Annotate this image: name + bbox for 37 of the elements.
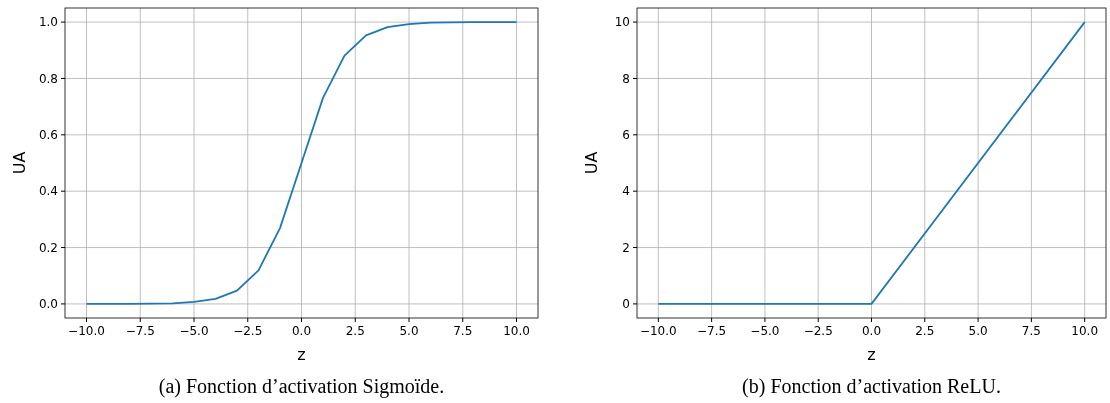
- x-tick-label: −2.5: [803, 324, 833, 338]
- x-axis-title: z: [867, 345, 876, 364]
- text: (b) Fonction d’activation ReLU.: [742, 375, 1001, 398]
- y-axis-title: UA: [10, 151, 29, 175]
- y-tick-label: 0.0: [38, 297, 58, 312]
- x-tick-label: 7.5: [1021, 324, 1041, 338]
- x-tick-label: −10.0: [68, 324, 105, 338]
- y-tick-label: 10: [614, 15, 630, 30]
- x-tick-label: −7.5: [125, 324, 155, 338]
- x-tick-label: 7.5: [453, 324, 473, 338]
- y-tick-label: 0: [622, 297, 630, 312]
- x-tick-label: −7.5: [697, 324, 727, 338]
- x-tick-label: 2.5: [915, 324, 935, 338]
- x-axis-title: z: [297, 345, 306, 364]
- y-tick-label: 0.8: [38, 71, 58, 86]
- y-axis-title: UA: [582, 151, 601, 175]
- x-tick-label: 0.0: [861, 324, 882, 338]
- y-tick-label: 0.6: [38, 128, 58, 143]
- y-tick-label: 0.4: [38, 184, 58, 199]
- x-tick-label: −5.0: [750, 324, 780, 338]
- x-tick-label: −10.0: [639, 324, 677, 338]
- y-tick-label: 2: [622, 240, 630, 255]
- x-tick-label: 10.0: [1071, 324, 1099, 338]
- x-tick-label: −2.5: [233, 324, 263, 338]
- y-tick-label: 6: [622, 128, 630, 143]
- y-tick-label: 8: [622, 71, 630, 86]
- x-tick-label: 5.0: [968, 324, 988, 338]
- y-tick-label: 1.0: [38, 15, 58, 30]
- x-tick-label: 5.0: [399, 324, 419, 338]
- text: (a) Fonction d’activation Sigmoïde.: [158, 375, 445, 398]
- x-tick-label: −5.0: [179, 324, 209, 338]
- y-tick-label: 4: [622, 184, 630, 199]
- line-series: [85, 21, 518, 305]
- x-tick-label: 2.5: [345, 324, 365, 338]
- x-tick-label: 10.0: [503, 324, 530, 338]
- x-tick-label: 0.0: [291, 324, 312, 338]
- y-tick-label: 0.2: [38, 240, 58, 255]
